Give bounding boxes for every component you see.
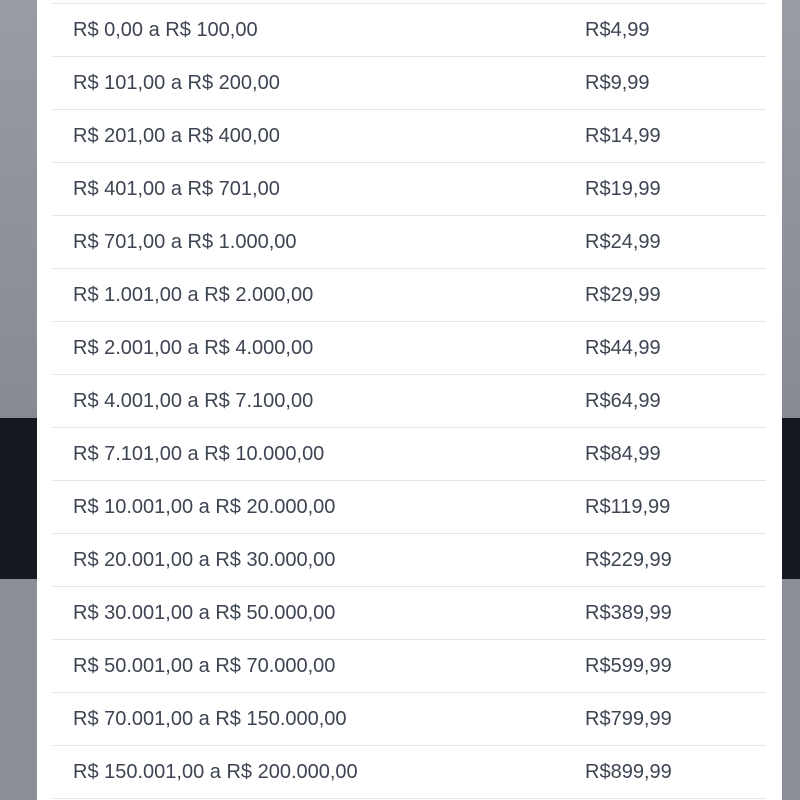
table-row: R$ 201,00 a R$ 400,00 R$14,99 (52, 110, 766, 163)
fee-cell: R$599,99 (585, 654, 672, 677)
fee-cell: R$4,99 (585, 18, 650, 41)
fee-table-modal: R$ 0,00 a R$ 100,00 R$4,99 R$ 101,00 a R$ … (37, 0, 782, 800)
table-row: R$ 2.001,00 a R$ 4.000,00 R$44,99 (52, 322, 766, 375)
price-range-cell: R$ 1.001,00 a R$ 2.000,00 (73, 283, 314, 306)
price-range-cell: R$ 201,00 a R$ 400,00 (73, 124, 280, 147)
fee-cell: R$44,99 (585, 336, 661, 359)
price-range-cell: R$ 2.001,00 a R$ 4.000,00 (73, 336, 314, 359)
price-range-cell: R$ 701,00 a R$ 1.000,00 (73, 230, 297, 253)
price-range-cell: R$ 50.001,00 a R$ 70.000,00 (73, 654, 336, 677)
fee-cell: R$24,99 (585, 230, 661, 253)
table-row: R$ 7.101,00 a R$ 10.000,00 R$84,99 (52, 428, 766, 481)
fee-cell: R$29,99 (585, 283, 661, 306)
table-row: R$ 0,00 a R$ 100,00 R$4,99 (52, 4, 766, 57)
fee-cell: R$64,99 (585, 389, 661, 412)
fee-cell: R$9,99 (585, 71, 650, 94)
table-row: R$ 30.001,00 a R$ 50.000,00 R$389,99 (52, 587, 766, 640)
price-range-cell: R$ 30.001,00 a R$ 50.000,00 (73, 601, 336, 624)
price-range-cell: R$ 0,00 a R$ 100,00 (73, 18, 258, 41)
price-range-cell: R$ 10.001,00 a R$ 20.000,00 (73, 495, 336, 518)
fee-cell: R$799,99 (585, 707, 672, 730)
fee-cell: R$14,99 (585, 124, 661, 147)
fee-cell: R$229,99 (585, 548, 672, 571)
table-row: R$ 20.001,00 a R$ 30.000,00 R$229,99 (52, 534, 766, 587)
table-row: R$ 401,00 a R$ 701,00 R$19,99 (52, 163, 766, 216)
price-range-cell: R$ 20.001,00 a R$ 30.000,00 (73, 548, 336, 571)
table-row: R$ 150.001,00 a R$ 200.000,00 R$899,99 (52, 746, 766, 799)
table-row: R$ 50.001,00 a R$ 70.000,00 R$599,99 (52, 640, 766, 693)
table-row: R$ 10.001,00 a R$ 20.000,00 R$119,99 (52, 481, 766, 534)
price-range-cell: R$ 150.001,00 a R$ 200.000,00 (73, 760, 358, 783)
price-range-cell: R$ 7.101,00 a R$ 10.000,00 (73, 442, 325, 465)
fee-cell: R$899,99 (585, 760, 672, 783)
fee-table: R$ 0,00 a R$ 100,00 R$4,99 R$ 101,00 a R$ … (52, 3, 766, 799)
fee-cell: R$389,99 (585, 601, 672, 624)
fee-cell: R$19,99 (585, 177, 661, 200)
price-range-cell: R$ 70.001,00 a R$ 150.000,00 (73, 707, 347, 730)
fee-cell: R$119,99 (585, 495, 671, 518)
table-row: R$ 701,00 a R$ 1.000,00 R$24,99 (52, 216, 766, 269)
table-row: R$ 4.001,00 a R$ 7.100,00 R$64,99 (52, 375, 766, 428)
price-range-cell: R$ 4.001,00 a R$ 7.100,00 (73, 389, 314, 412)
table-row: R$ 70.001,00 a R$ 150.000,00 R$799,99 (52, 693, 766, 746)
table-row: R$ 1.001,00 a R$ 2.000,00 R$29,99 (52, 269, 766, 322)
price-range-cell: R$ 401,00 a R$ 701,00 (73, 177, 280, 200)
price-range-cell: R$ 101,00 a R$ 200,00 (73, 71, 280, 94)
fee-cell: R$84,99 (585, 442, 661, 465)
table-row: R$ 101,00 a R$ 200,00 R$9,99 (52, 57, 766, 110)
